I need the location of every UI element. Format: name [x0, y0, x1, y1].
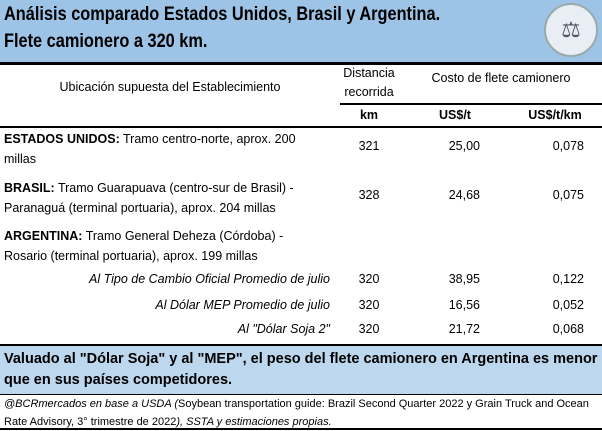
country: ESTADOS UNIDOS:: [4, 132, 120, 146]
unit-usd-t-km: US$/t/km: [528, 108, 582, 122]
title-header: Análisis comparado Estados Unidos, Brasi…: [0, 0, 602, 65]
exchange-label: Al Tipo de Cambio Oficial Promedio de ju…: [89, 272, 330, 286]
conclusion-band: Valuado al "Dólar Soja" y al "MEP", el p…: [0, 344, 602, 395]
km-value: 321: [358, 139, 380, 153]
usd-t-value: 25,00: [448, 139, 480, 153]
title-line-2: Flete camionero a 320 km.: [4, 31, 208, 52]
conclusion-text: Valuado al "Dólar Soja" y al "MEP", el p…: [4, 351, 598, 388]
usd-t-value: 24,68: [448, 188, 480, 202]
col-location-header: Ubicación supuesta del Establecimiento: [59, 80, 281, 94]
desc: Paranaguá (terminal portuaria), aprox. 2…: [4, 201, 276, 215]
col-distance-header: Distancia recorrida: [340, 64, 398, 102]
usd-tkm-value: 0,052: [552, 298, 584, 312]
source-text: Soybean transportation guide: Brazil Sec…: [4, 398, 589, 428]
km-value: 320: [358, 298, 380, 312]
desc: Tramo General Deheza (Córdoba) -: [82, 229, 284, 243]
distance-l1: Distancia: [343, 66, 395, 80]
usd-t-value: 16,56: [448, 298, 480, 312]
exchange-label: Al "Dólar Soja 2": [237, 322, 330, 336]
col-cost-header: Costo de flete camionero: [431, 71, 571, 85]
divider: [0, 126, 602, 128]
unit-usd-t: US$/t: [439, 108, 471, 122]
location-text: ARGENTINA: Tramo General Deheza (Córdoba…: [4, 226, 334, 266]
km-value: 320: [358, 322, 380, 336]
usd-tkm-value: 0,122: [552, 272, 584, 286]
usd-tkm-value: 0,075: [552, 188, 584, 202]
exchange-label: Al Dólar MEP Promedio de julio: [155, 298, 330, 312]
unit-km: km: [359, 108, 379, 122]
desc: Tramo centro-norte, aprox. 200: [119, 132, 296, 146]
desc: millas: [4, 152, 36, 166]
bcr-logo-icon: ⚖: [544, 3, 598, 57]
divider: [340, 103, 602, 105]
title-line-1: Análisis comparado Estados Unidos, Brasi…: [4, 4, 441, 25]
distance-l2: recorrida: [344, 85, 394, 99]
usd-tkm-value: 0,068: [552, 322, 584, 336]
source-italic: ), SSTA y estimaciones propias.: [176, 416, 332, 428]
desc: Tramo Guarapuava (centro-sur de Brasil) …: [54, 181, 294, 195]
usd-t-value: 21,72: [448, 322, 480, 336]
location-text: BRASIL: Tramo Guarapuava (centro-sur de …: [4, 178, 334, 218]
usd-tkm-value: 0,078: [552, 139, 584, 153]
usd-t-value: 38,95: [448, 272, 480, 286]
divider: [0, 428, 602, 430]
desc: Rosario (terminal portuaria), aprox. 199…: [4, 249, 258, 263]
country: ARGENTINA:: [4, 229, 83, 243]
source-italic: @BCRmercados en base a USDA (: [4, 398, 178, 410]
location-text: ESTADOS UNIDOS: Tramo centro-norte, apro…: [4, 129, 334, 169]
country: BRASIL:: [4, 181, 55, 195]
km-value: 328: [358, 188, 380, 202]
footnote: @BCRmercados en base a USDA (Soybean tra…: [4, 395, 600, 431]
km-value: 320: [358, 272, 380, 286]
